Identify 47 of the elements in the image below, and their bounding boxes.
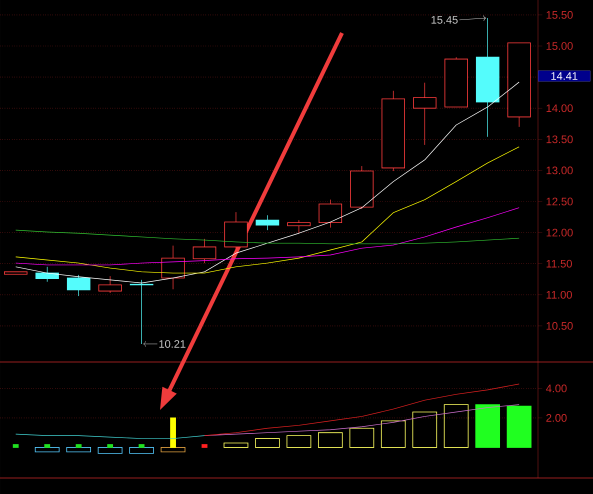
bar xyxy=(286,435,312,448)
y-tick-label: 2.00 xyxy=(546,414,567,422)
y-tick-label: 10.50 xyxy=(546,322,573,330)
bar xyxy=(98,447,122,454)
bar xyxy=(202,444,208,448)
bar xyxy=(224,442,248,448)
y-tick-label: 13.00 xyxy=(546,166,573,174)
bar xyxy=(444,404,469,448)
bar xyxy=(34,447,60,452)
bar xyxy=(380,420,406,448)
y-tick-label: 14.00 xyxy=(546,104,573,112)
bar xyxy=(170,418,176,448)
bar xyxy=(44,444,50,448)
bar xyxy=(12,444,19,448)
y-tick-label: 11.00 xyxy=(546,290,572,299)
candlestick xyxy=(35,266,59,282)
bar xyxy=(318,432,343,448)
bar xyxy=(255,438,280,448)
candlestick xyxy=(318,199,342,228)
bar xyxy=(160,447,186,452)
candlestick xyxy=(161,245,185,290)
y-tick-label: 12.50 xyxy=(546,198,573,206)
bar xyxy=(349,428,374,448)
bar xyxy=(506,406,532,448)
bar xyxy=(76,444,82,448)
annotation: 15.45 xyxy=(432,16,458,24)
y-tick-label: 12.00 xyxy=(546,228,573,236)
y-tick-label: 15.00 xyxy=(546,42,573,50)
candlestick xyxy=(256,214,280,230)
text: 14.41 xyxy=(551,72,578,80)
bar xyxy=(475,404,500,448)
bar xyxy=(107,444,114,448)
y-tick-label: 4.00 xyxy=(546,384,567,392)
y-tick-label: 11.50 xyxy=(546,260,572,268)
bar xyxy=(412,412,438,448)
candlestick xyxy=(192,238,216,264)
candlestick xyxy=(98,276,122,294)
bar xyxy=(129,447,154,454)
bar xyxy=(66,447,92,452)
line-series xyxy=(204,384,520,436)
candlestick xyxy=(66,274,90,296)
bar xyxy=(138,444,145,448)
candlestick xyxy=(413,82,436,146)
y-tick-label: 13.50 xyxy=(546,135,573,144)
annotation: 10.21 xyxy=(159,340,186,348)
candlestick xyxy=(287,220,311,234)
y-tick-label: 15.50 xyxy=(546,11,573,19)
